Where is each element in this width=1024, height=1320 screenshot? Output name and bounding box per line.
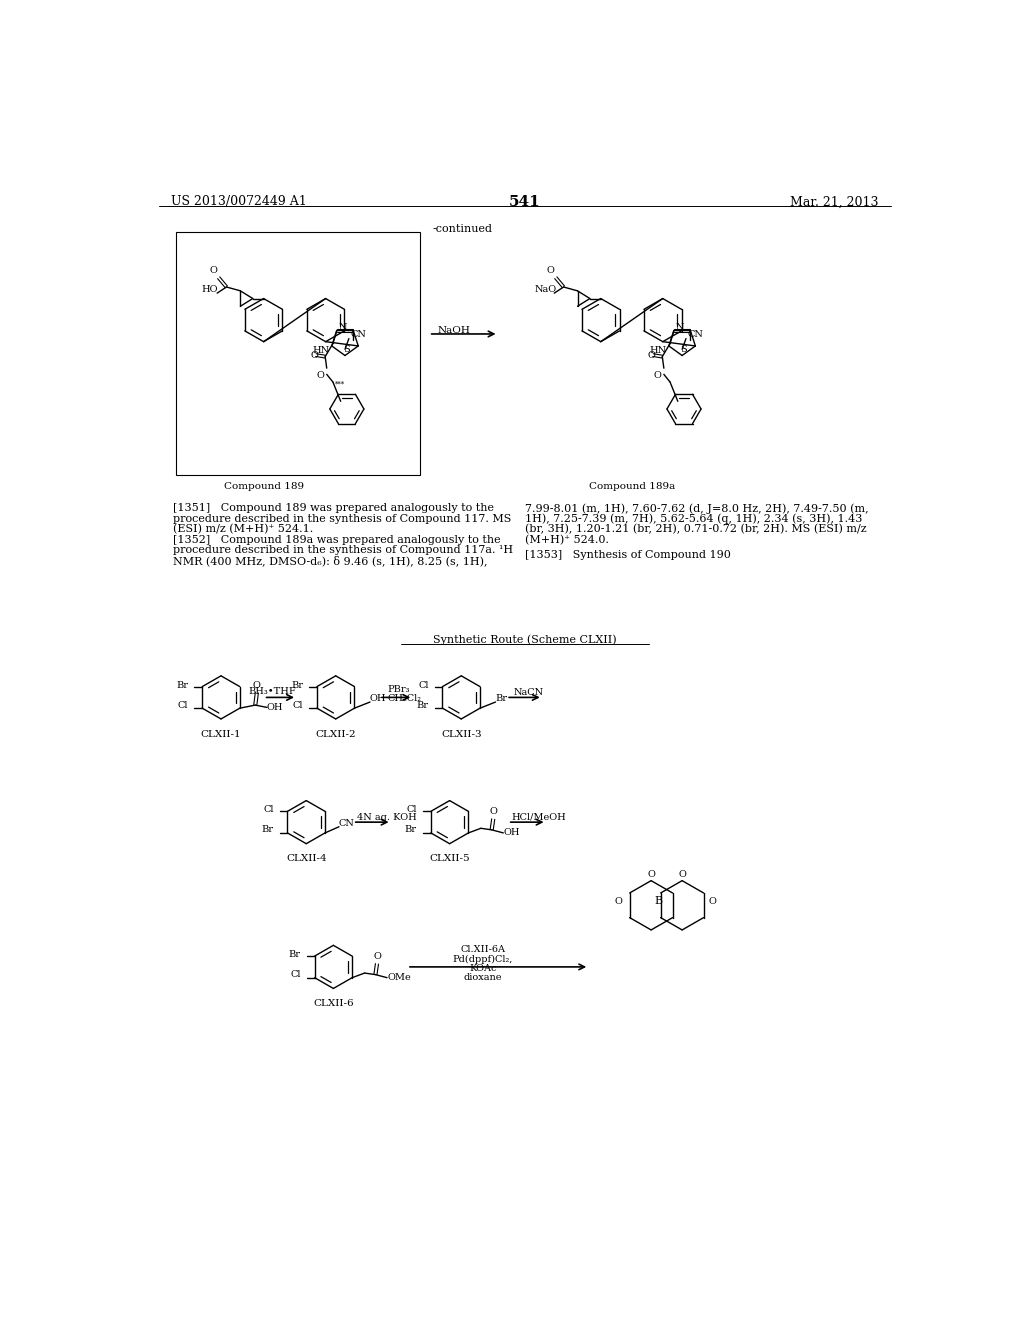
Text: procedure described in the synthesis of Compound 117a. ¹H: procedure described in the synthesis of … (173, 545, 513, 554)
Text: [1351]   Compound 189 was prepared analogously to the: [1351] Compound 189 was prepared analogo… (173, 503, 494, 513)
Text: HO: HO (202, 285, 218, 294)
Text: [1353]   Synthesis of Compound 190: [1353] Synthesis of Compound 190 (524, 549, 731, 560)
Text: PBr₃: PBr₃ (388, 685, 411, 694)
Text: OH: OH (370, 694, 386, 704)
Text: CLXII-2: CLXII-2 (315, 730, 356, 739)
Text: OMe: OMe (387, 973, 411, 982)
Text: NMR (400 MHz, DMSO-d₆): δ 9.46 (s, 1H), 8.25 (s, 1H),: NMR (400 MHz, DMSO-d₆): δ 9.46 (s, 1H), … (173, 556, 487, 566)
Text: CLXII-3: CLXII-3 (441, 730, 481, 739)
Text: Br: Br (496, 694, 508, 704)
Text: Br: Br (404, 825, 417, 834)
Text: HN: HN (650, 346, 667, 355)
Text: CN: CN (350, 330, 367, 339)
Text: CLXII-4: CLXII-4 (286, 854, 327, 863)
Text: Cl: Cl (418, 681, 428, 689)
Text: O: O (709, 898, 717, 906)
Text: O: O (253, 681, 261, 689)
Text: S: S (680, 345, 687, 354)
Text: [1352]   Compound 189a was prepared analogously to the: [1352] Compound 189a was prepared analog… (173, 535, 501, 545)
Text: Cl: Cl (293, 701, 303, 710)
Text: Br: Br (176, 681, 188, 689)
Text: Cl: Cl (407, 805, 417, 814)
Text: CN: CN (687, 330, 703, 339)
Text: dioxane: dioxane (464, 973, 502, 982)
Text: 1H), 7.25-7.39 (m, 7H), 5.62-5.64 (q, 1H), 2.34 (s, 3H), 1.43: 1H), 7.25-7.39 (m, 7H), 5.62-5.64 (q, 1H… (524, 513, 862, 524)
Text: Pd(dppf)Cl₂,: Pd(dppf)Cl₂, (453, 954, 513, 964)
Text: O: O (678, 870, 686, 879)
Text: S: S (343, 345, 350, 354)
Text: HN: HN (312, 346, 330, 355)
Text: O: O (373, 952, 381, 961)
Text: Cl.XII-6A: Cl.XII-6A (461, 945, 506, 954)
Text: CLXII-1: CLXII-1 (201, 730, 242, 739)
Text: O: O (310, 351, 318, 359)
Text: NaCN: NaCN (514, 688, 544, 697)
Text: O: O (489, 807, 498, 816)
Text: OH: OH (503, 829, 520, 837)
Text: O: O (614, 898, 623, 906)
Text: (br, 3H), 1.20-1.21 (br, 2H), 0.71-0.72 (br, 2H). MS (ESI) m/z: (br, 3H), 1.20-1.21 (br, 2H), 0.71-0.72 … (524, 524, 866, 535)
Text: N: N (338, 323, 347, 331)
Text: O: O (209, 265, 217, 275)
Text: O: O (316, 371, 325, 380)
Text: US 2013/0072449 A1: US 2013/0072449 A1 (171, 195, 306, 209)
Text: BH₃•THF: BH₃•THF (248, 686, 296, 696)
Text: (ESI) m/z (M+H)⁺ 524.1.: (ESI) m/z (M+H)⁺ 524.1. (173, 524, 313, 535)
Text: Cl: Cl (263, 805, 273, 814)
Text: ***: *** (335, 380, 345, 388)
Text: Cl: Cl (178, 701, 188, 710)
Text: Compound 189: Compound 189 (223, 482, 304, 491)
Text: NaO: NaO (535, 285, 556, 294)
Text: Br: Br (291, 681, 303, 689)
Text: Br: Br (417, 701, 428, 710)
Text: O: O (647, 870, 655, 879)
Text: Cl: Cl (290, 970, 301, 979)
Text: 541: 541 (509, 195, 541, 210)
Text: -continued: -continued (432, 224, 493, 234)
Text: 4N aq. KOH: 4N aq. KOH (356, 813, 417, 822)
Text: NaOH: NaOH (437, 326, 470, 335)
Text: Br: Br (289, 950, 301, 960)
Text: (M+H)⁺ 524.0.: (M+H)⁺ 524.0. (524, 535, 609, 545)
Text: CH₂Cl₂: CH₂Cl₂ (388, 694, 422, 704)
Text: Br: Br (261, 825, 273, 834)
Text: Compound 189a: Compound 189a (589, 482, 675, 491)
Text: B: B (654, 896, 663, 907)
Text: procedure described in the synthesis of Compound 117. MS: procedure described in the synthesis of … (173, 513, 511, 524)
Text: O: O (547, 265, 554, 275)
Text: CLXII-6: CLXII-6 (313, 999, 353, 1008)
Text: OH: OH (267, 704, 284, 711)
Bar (176, 232, 420, 475)
Text: Synthetic Route (Scheme CLXII): Synthetic Route (Scheme CLXII) (433, 635, 616, 645)
Text: O: O (653, 371, 662, 380)
Text: Mar. 21, 2013: Mar. 21, 2013 (790, 195, 879, 209)
Text: CLXII-5: CLXII-5 (429, 854, 470, 863)
Text: O: O (647, 351, 655, 359)
Text: CN: CN (339, 820, 355, 828)
Text: HCl/MeOH: HCl/MeOH (512, 813, 566, 822)
Text: N: N (676, 323, 684, 331)
Text: KOAc: KOAc (469, 964, 497, 973)
Text: 7.99-8.01 (m, 1H), 7.60-7.62 (d, J=8.0 Hz, 2H), 7.49-7.50 (m,: 7.99-8.01 (m, 1H), 7.60-7.62 (d, J=8.0 H… (524, 503, 868, 513)
